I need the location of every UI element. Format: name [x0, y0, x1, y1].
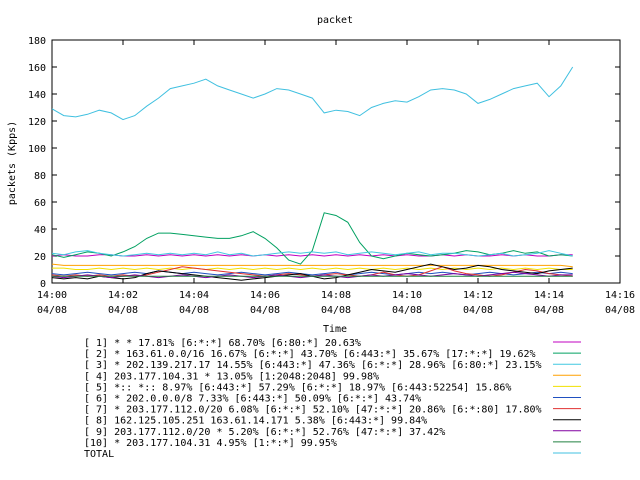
- y-tick-label: 120: [28, 117, 46, 128]
- y-axis-label: packets (Kpps): [7, 121, 18, 205]
- x-tick-label-time: 14:00: [37, 290, 67, 301]
- legend-label: TOTAL: [84, 449, 114, 460]
- x-tick-label-time: 14:12: [463, 290, 493, 301]
- x-tick-label-date: 04/08: [463, 305, 493, 316]
- legend-label: [ 7] * 203.177.112.0/20 6.08% [6:*:*] 52…: [84, 405, 542, 416]
- x-tick-label-time: 14:04: [179, 290, 209, 301]
- legend-label: [10] * 203.177.104.31 4.95% [1:*:*] 99.9…: [84, 438, 337, 449]
- chart-title: packet: [317, 15, 353, 26]
- legend-label: [ 8] 162.125.105.251 163.61.14.171 5.38%…: [84, 416, 427, 427]
- x-tick-label-date: 04/08: [250, 305, 280, 316]
- legend-label: [ 2] * 163.61.0.0/16 16.67% [6:*:*] 43.7…: [84, 349, 536, 360]
- y-tick-label: 160: [28, 63, 46, 74]
- legend: [ 1] * * 17.81% [6:*:*] 68.70% [6:80:*] …: [84, 338, 581, 460]
- x-tick-label-date: 04/08: [37, 305, 67, 316]
- series-line-3: [51, 250, 573, 257]
- x-tick-label-date: 04/08: [605, 305, 635, 316]
- x-tick-label-time: 14:06: [250, 290, 280, 301]
- y-tick-label: 40: [34, 225, 46, 236]
- y-tick-label: 0: [40, 279, 46, 290]
- series-line-1: [51, 254, 573, 257]
- series-line-6: [51, 270, 573, 276]
- y-axis-ticks: 0 20 40 60 80 100 120 140 160 180: [28, 36, 620, 290]
- x-tick-label-date: 04/08: [108, 305, 138, 316]
- x-tick-label-time: 14:02: [108, 290, 138, 301]
- series-line-4: [51, 263, 573, 268]
- x-tick-label-date: 04/08: [321, 305, 351, 316]
- x-axis-label: Time: [323, 324, 347, 335]
- legend-label: [ 4] 203.177.104.31 * 13.05% [1:2048:204…: [84, 371, 379, 382]
- y-tick-label: 60: [34, 198, 46, 209]
- x-tick-label-time: 14:10: [392, 290, 422, 301]
- legend-label: [ 6] * 202.0.0.0/8 7.33% [6:443:*] 50.09…: [84, 394, 421, 405]
- x-tick-label-time: 14:16: [605, 290, 635, 301]
- x-tick-label-date: 04/08: [534, 305, 564, 316]
- series-line-2: [51, 212, 573, 265]
- x-tick-label-date: 04/08: [179, 305, 209, 316]
- x-axis-ticks: 14:00 04/08 14:02 04/08 14:04 04/08 14:06 04/08…: [37, 40, 635, 316]
- y-tick-label: 180: [28, 36, 46, 47]
- legend-label: [ 1] * * 17.81% [6:*:*] 68.70% [6:80:*] …: [84, 338, 361, 349]
- series-line-5: [52, 267, 573, 271]
- series-line-8: [51, 263, 573, 281]
- legend-label: [ 9] 203.177.112.0/20 * 5.20% [6:*:*] 52…: [84, 427, 445, 438]
- x-tick-label-time: 14:14: [534, 290, 564, 301]
- y-tick-label: 100: [28, 144, 46, 155]
- x-tick-label-date: 04/08: [392, 305, 422, 316]
- series-lines: [51, 66, 574, 281]
- y-tick-label: 80: [34, 171, 46, 182]
- series-line-11: [51, 66, 574, 121]
- y-tick-label: 140: [28, 90, 46, 101]
- x-tick-label-time: 14:08: [321, 290, 351, 301]
- legend-label: [ 3] * 202.139.217.17 14.55% [6:443:*] 4…: [84, 360, 542, 371]
- plot-area-frame: [51, 39, 621, 284]
- legend-label: [ 5] *:: *:: 8.97% [6:443:*] 57.29% [6:*…: [84, 382, 511, 393]
- y-tick-label: 20: [34, 252, 46, 263]
